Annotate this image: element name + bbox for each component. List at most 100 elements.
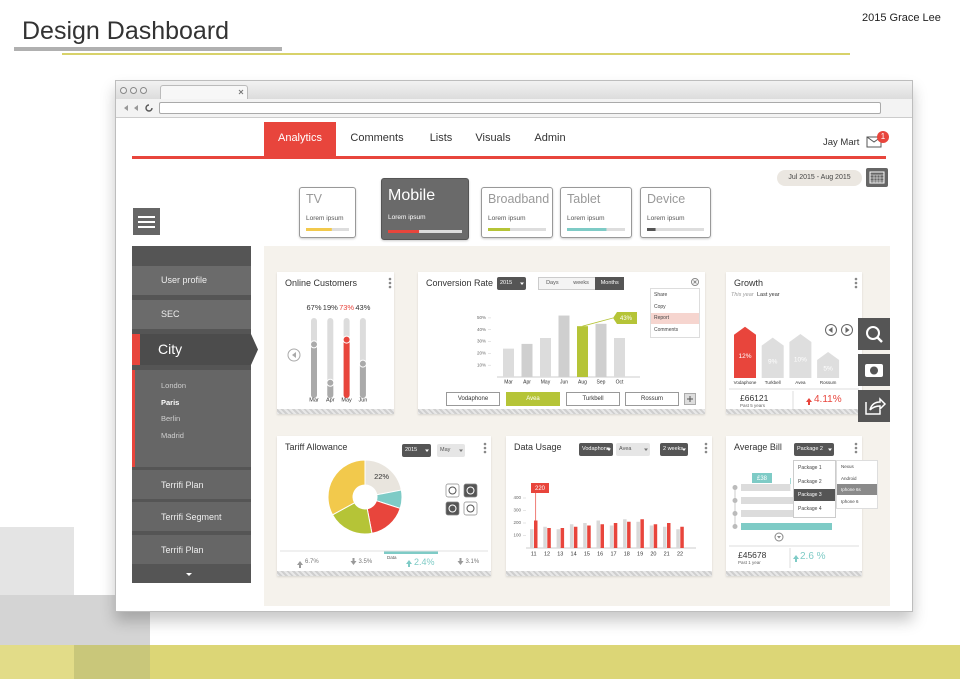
city-item[interactable]: Berlin xyxy=(161,414,181,424)
sidebar-item-label: SEC xyxy=(161,309,180,319)
operator-button[interactable]: Vodaphone xyxy=(446,392,500,406)
card xyxy=(277,436,491,576)
period-option[interactable]: Months xyxy=(595,277,625,290)
sidebar-item[interactable] xyxy=(132,470,251,499)
active-marker xyxy=(132,334,140,365)
address-bar[interactable] xyxy=(159,102,881,114)
device-item[interactable]: Iphone 6s xyxy=(837,484,877,496)
operator-button[interactable]: Avea xyxy=(506,392,560,406)
operator-button[interactable]: Turkbell xyxy=(566,392,620,406)
context-menu-item[interactable]: Report xyxy=(651,313,699,325)
author: 2015 Grace Lee xyxy=(862,12,941,24)
card-title: Average Bill xyxy=(734,442,782,452)
package-item[interactable]: Package 2 xyxy=(798,478,822,485)
card-footer-hatch xyxy=(726,409,862,414)
decor-band xyxy=(150,645,960,679)
browser-tab[interactable] xyxy=(160,85,248,99)
device-label: Lorem ipsum xyxy=(647,215,685,222)
sidebar-item-label: Terrifi Plan xyxy=(161,480,204,490)
select[interactable]: 2015 xyxy=(402,444,431,457)
window-button[interactable] xyxy=(130,87,137,94)
card-title: Tariff Allowance xyxy=(285,442,348,452)
context-menu xyxy=(650,288,700,338)
stat-active-bar xyxy=(384,551,438,554)
tool-button[interactable] xyxy=(858,354,890,386)
value-label: 43% xyxy=(355,303,371,312)
device-tab[interactable] xyxy=(381,178,469,240)
stat-value: 2.4% xyxy=(414,557,435,567)
change: 2.6 % xyxy=(800,551,826,562)
context-menu-item[interactable]: Copy xyxy=(654,303,666,310)
card-title: Growth xyxy=(734,278,764,288)
nav-tab[interactable]: Comments xyxy=(350,132,404,144)
select[interactable]: Package 2 xyxy=(794,443,834,456)
device-name: Broadband xyxy=(488,192,550,206)
value-label: 67% xyxy=(306,303,322,312)
city-item[interactable]: Madrid xyxy=(161,430,184,440)
select[interactable]: 2015 xyxy=(497,277,526,290)
nav-tab[interactable]: Admin xyxy=(534,132,566,144)
sidebar-item[interactable] xyxy=(132,535,251,564)
date-range[interactable]: Jul 2015 - Aug 2015 xyxy=(777,170,862,186)
menu-button[interactable] xyxy=(133,208,160,235)
sidebar-item[interactable] xyxy=(132,502,251,531)
nav-tab[interactable]: Analytics xyxy=(277,132,323,144)
sidebar-item-label: Terrifi Segment xyxy=(161,512,222,522)
card-footer-hatch xyxy=(726,571,862,576)
nav-tab[interactable]: Visuals xyxy=(475,132,511,144)
title-bar xyxy=(116,81,912,99)
period-option[interactable]: weeks xyxy=(573,280,589,286)
city-list xyxy=(132,370,251,467)
operator-button[interactable]: Rossum xyxy=(625,392,679,406)
stat-caption: Data xyxy=(387,555,397,560)
notification-badge[interactable]: 1 xyxy=(877,131,889,143)
card-footer-hatch xyxy=(277,409,394,414)
window-button[interactable] xyxy=(140,87,147,94)
window-button[interactable] xyxy=(120,87,127,94)
add-button[interactable] xyxy=(684,393,696,405)
period-option[interactable]: Days xyxy=(546,280,559,286)
calendar-button[interactable] xyxy=(866,168,888,187)
tool-button[interactable] xyxy=(858,318,890,350)
card-title: Conversion Rate xyxy=(426,278,494,288)
device-label: Lorem ipsum xyxy=(306,215,344,222)
package-item[interactable]: Package 4 xyxy=(798,505,822,512)
sidebar-item-label: User profile xyxy=(161,275,208,285)
select[interactable]: 2 weeks xyxy=(660,443,688,456)
device-item[interactable]: Nexus xyxy=(841,464,854,469)
value-label: 19% xyxy=(322,303,338,312)
context-menu-item[interactable]: Comments xyxy=(654,327,679,334)
package-item[interactable]: Package 3 xyxy=(794,489,835,501)
device-name: Mobile xyxy=(388,187,436,204)
period-label: Last year xyxy=(757,292,780,298)
stat-value: 3.1% xyxy=(465,559,480,565)
select[interactable]: May xyxy=(437,444,465,457)
city-item[interactable]: Paris xyxy=(161,397,180,407)
title-underline xyxy=(14,47,282,51)
select[interactable]: Avea xyxy=(616,443,650,456)
device-item[interactable]: Iphone 6 xyxy=(841,499,859,505)
sidebar-item[interactable] xyxy=(132,266,251,295)
card-title: Online Customers xyxy=(285,278,358,288)
sidebar-item-label: Terrifi Plan xyxy=(161,545,204,555)
city-item[interactable]: London xyxy=(161,381,187,390)
total-note: Past 5 years xyxy=(740,403,766,408)
user-name[interactable]: Jay Mart xyxy=(823,137,860,148)
device-item[interactable]: Android xyxy=(841,475,857,481)
nav-tab[interactable]: Lists xyxy=(429,132,453,144)
page-title: Design Dashboard xyxy=(22,17,230,45)
context-menu-item[interactable]: Share xyxy=(654,292,668,298)
select[interactable]: Vodaphone xyxy=(579,443,613,456)
card-footer-hatch xyxy=(506,571,712,576)
sidebar-item-active[interactable] xyxy=(132,334,251,365)
device-label: Lorem ipsum xyxy=(488,215,526,222)
period-label: This year xyxy=(731,292,754,298)
package-item[interactable]: Package 1 xyxy=(798,465,822,471)
sidebar-item[interactable] xyxy=(132,300,251,329)
nav-tab-active-bg xyxy=(264,122,336,156)
nav-rule xyxy=(132,156,886,159)
value-label: 73% xyxy=(339,303,355,312)
tool-button[interactable] xyxy=(858,390,890,422)
card-title: Data Usage xyxy=(514,442,562,452)
